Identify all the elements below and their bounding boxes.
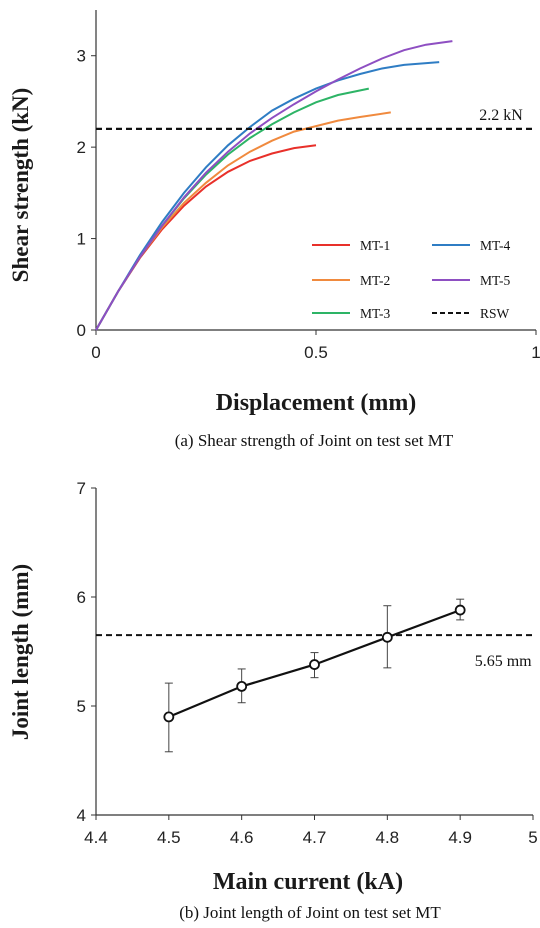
x-tick-label: 1 [531,343,540,362]
legend-label-mt-3: MT-3 [360,306,391,321]
chart-b-y-axis-title: Joint length (mm) [8,564,33,740]
x-tick-label: 4.9 [448,828,472,847]
shear-strength-chart: 0 1 2 3 0 0.5 1 MT-1 MT-4 MT-2 MT-5 MT-3 RSW 2.2 kN… [8,10,540,450]
chart-a-caption: (a) Shear strength of Joint on test set … [175,431,454,450]
x-tick-label: 4.5 [157,828,181,847]
data-point-marker [381,631,393,643]
series-line-mt-4 [95,61,440,331]
data-point-marker [309,659,320,670]
chart-b-axes: 4 5 6 7 4.4 4.5 4.6 4.7 4.8 4.9 5 [77,479,538,847]
y-tick-label: 6 [77,588,86,607]
chart-a-x-axis-title: Displacement (mm) [216,390,417,416]
data-point-marker [163,711,175,723]
chart-a-annotation: 2.2 kN [479,107,523,124]
legend-label-mt-4: MT-4 [480,238,511,253]
x-tick-label: 4.6 [230,828,254,847]
x-tick-label: 0.5 [304,343,328,362]
x-tick-label: 4.7 [303,828,327,847]
chart-a-axes: 0 1 2 3 0 0.5 1 [77,10,540,362]
chart-a-legend: MT-1 MT-4 MT-2 MT-5 MT-3 RSW [312,238,511,321]
legend-label-mt-5: MT-5 [480,273,511,288]
chart-b-x-axis-title: Main current (kA) [213,869,403,895]
joint-length-chart: 4 5 6 7 4.4 4.5 4.6 4.7 4.8 4.9 5 5.65 mm Main cur… [8,479,538,922]
y-tick-label: 5 [77,697,86,716]
y-tick-label: 2 [77,138,86,157]
y-tick-label: 3 [77,47,86,66]
legend-label-rsw: RSW [480,306,510,321]
series-line-mt-3 [95,87,370,331]
legend-label-mt-1: MT-1 [360,238,390,253]
x-tick-label: 5 [528,828,537,847]
data-point-marker [454,604,466,616]
y-tick-label: 7 [77,479,86,498]
y-tick-label: 4 [77,806,86,825]
x-tick-label: 4.8 [376,828,400,847]
series-line-mt-2 [95,111,391,331]
y-tick-label: 0 [77,321,86,340]
chart-b-annotation: 5.65 mm [475,653,532,670]
data-point-marker [236,680,248,692]
x-tick-label: 0 [91,343,100,362]
chart-a-series [95,40,536,331]
x-tick-label: 4.4 [84,828,108,847]
legend-label-mt-2: MT-2 [360,273,390,288]
chart-b-series [96,598,533,753]
series-line-mt-5 [95,40,453,331]
chart-b-caption: (b) Joint length of Joint on test set MT [179,903,441,922]
y-tick-label: 1 [77,230,86,249]
chart-a-y-axis-title: Shear strength (kN) [8,88,33,283]
